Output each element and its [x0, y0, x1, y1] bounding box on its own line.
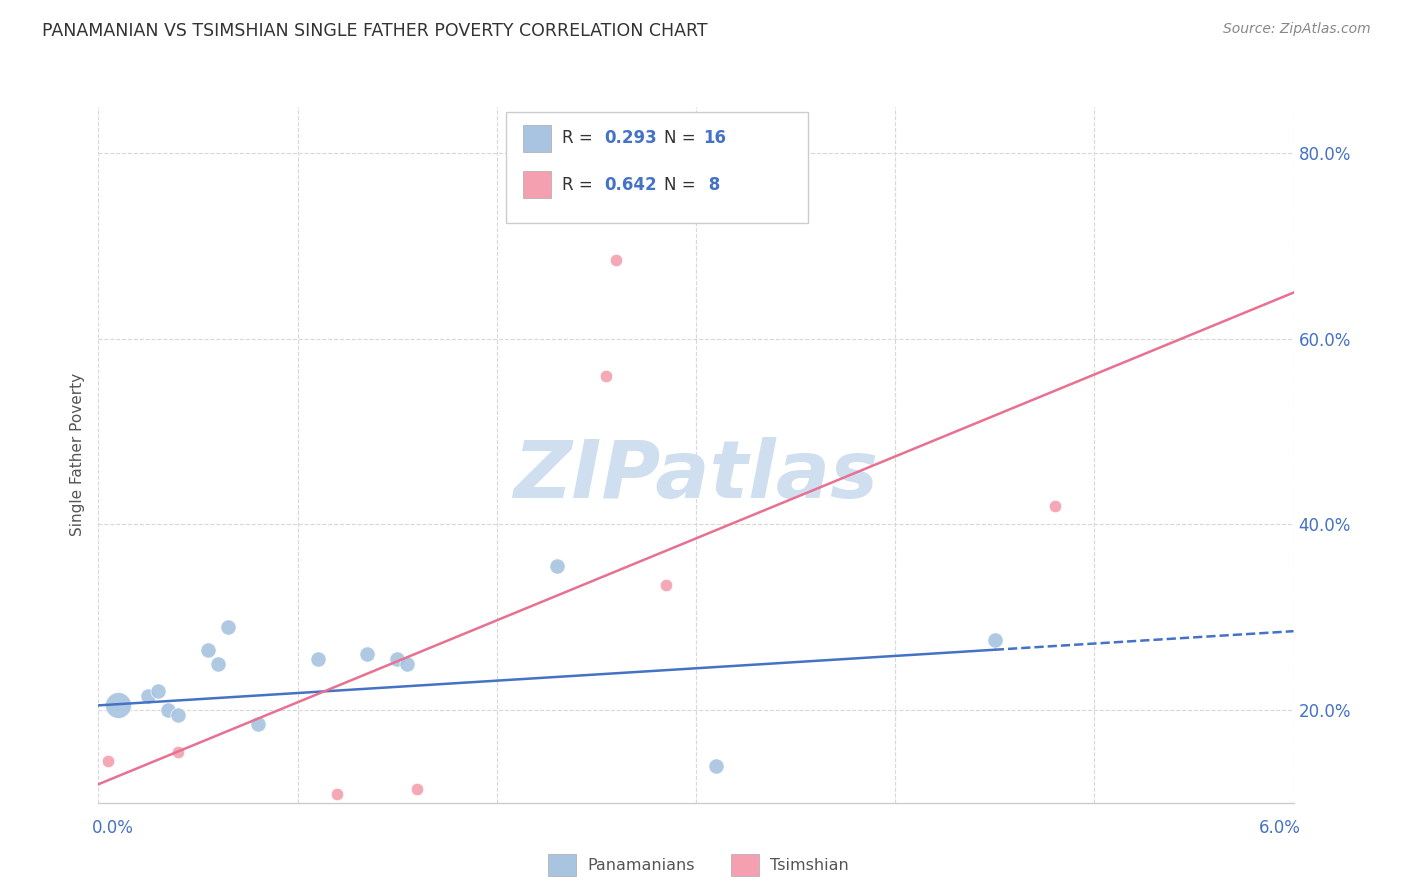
Point	[655, 578, 678, 592]
Point	[97, 754, 120, 768]
Point	[217, 619, 239, 633]
Point	[136, 689, 159, 703]
Text: ZIPatlas: ZIPatlas	[513, 437, 879, 515]
Text: 8: 8	[703, 176, 720, 194]
Text: 0.642: 0.642	[605, 176, 657, 194]
Point	[356, 648, 378, 662]
Point	[157, 703, 180, 717]
Text: Source: ZipAtlas.com: Source: ZipAtlas.com	[1223, 22, 1371, 37]
Point	[605, 253, 627, 268]
Point	[704, 758, 727, 772]
Text: N =: N =	[664, 176, 700, 194]
Text: 6.0%: 6.0%	[1258, 819, 1301, 837]
Point	[326, 787, 349, 801]
Point	[406, 781, 429, 796]
Text: 0.293: 0.293	[605, 129, 658, 147]
Text: Panamanians: Panamanians	[588, 858, 695, 872]
Point	[984, 633, 1007, 648]
Point	[246, 717, 269, 731]
Point	[546, 559, 568, 574]
Text: N =: N =	[664, 129, 700, 147]
Point	[595, 369, 617, 384]
Point	[107, 698, 129, 713]
Point	[167, 745, 190, 759]
Point	[396, 657, 419, 671]
Point	[385, 652, 409, 666]
Text: R =: R =	[562, 176, 599, 194]
Text: R =: R =	[562, 129, 599, 147]
Text: 0.0%: 0.0%	[91, 819, 134, 837]
Point	[167, 707, 190, 722]
Point	[1043, 499, 1066, 513]
Text: Tsimshian: Tsimshian	[770, 858, 849, 872]
Point	[207, 657, 229, 671]
Point	[197, 642, 219, 657]
Point	[307, 652, 329, 666]
Point	[148, 684, 170, 698]
Text: 16: 16	[703, 129, 725, 147]
Y-axis label: Single Father Poverty: Single Father Poverty	[70, 374, 86, 536]
Text: PANAMANIAN VS TSIMSHIAN SINGLE FATHER POVERTY CORRELATION CHART: PANAMANIAN VS TSIMSHIAN SINGLE FATHER PO…	[42, 22, 707, 40]
